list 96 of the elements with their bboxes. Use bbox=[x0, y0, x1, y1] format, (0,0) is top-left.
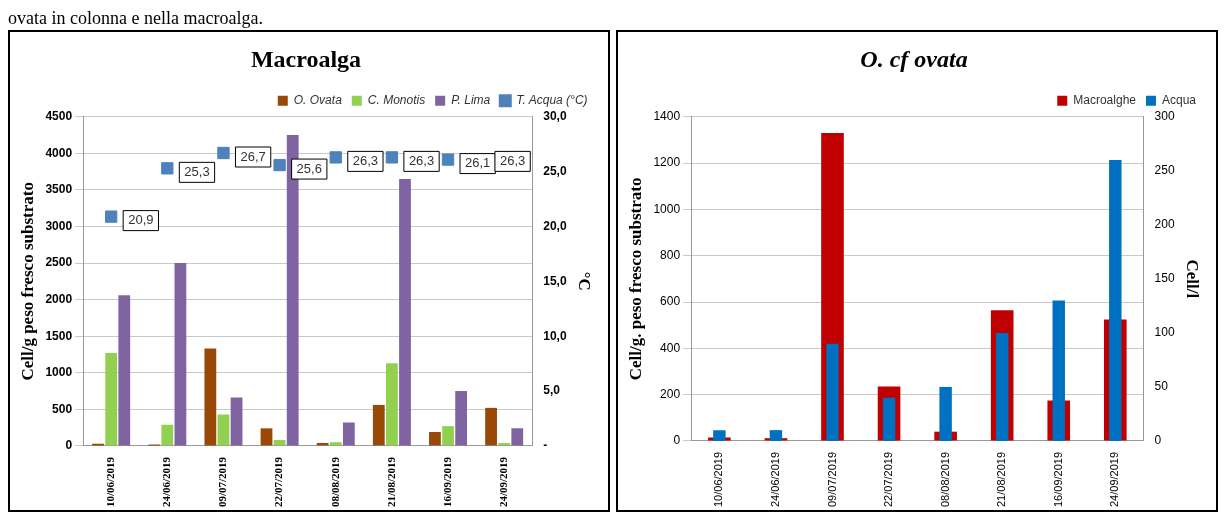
bar bbox=[174, 263, 187, 446]
data-label: 25,3 bbox=[184, 163, 210, 179]
bar bbox=[105, 353, 118, 446]
y-tick-label: 2500 bbox=[45, 255, 73, 270]
x-tick-label: 09/07/2019 bbox=[825, 451, 838, 508]
y-tick-label: 600 bbox=[660, 294, 681, 309]
x-tick-label: 21/08/2019 bbox=[384, 456, 397, 508]
y-axis-title: Cell/g. peso fresco substrato bbox=[625, 177, 645, 381]
point bbox=[385, 151, 399, 164]
bar bbox=[217, 414, 230, 446]
legend-label: Acqua bbox=[1161, 93, 1197, 108]
y-tick-label: 3000 bbox=[45, 218, 73, 233]
point bbox=[217, 146, 230, 160]
data-label: 26,3 bbox=[352, 152, 379, 168]
legend-label: O. Ovata bbox=[293, 93, 343, 108]
bar bbox=[204, 348, 217, 446]
y-tick-label: 1000 bbox=[653, 201, 681, 216]
bar bbox=[230, 397, 243, 446]
y2-axis-title: °C bbox=[575, 271, 595, 291]
y-tick-label: 800 bbox=[660, 248, 681, 263]
bar bbox=[342, 422, 355, 446]
x-tick-label: 16/09/2019 bbox=[1051, 451, 1064, 508]
y2-tick-label: - bbox=[543, 438, 548, 453]
y-tick-label: 4000 bbox=[45, 145, 73, 160]
y2-tick-label: 100 bbox=[1154, 325, 1175, 340]
y2-tick-label: 20,0 bbox=[543, 218, 567, 233]
point bbox=[441, 153, 455, 166]
x-tick-label: 09/07/2019 bbox=[216, 456, 229, 508]
text: ovata in colonna e nella macroalga. bbox=[8, 8, 264, 30]
bar bbox=[118, 295, 131, 446]
bar bbox=[485, 407, 497, 446]
y2-tick-label: 5,0 bbox=[543, 383, 561, 398]
data-label: 26,1 bbox=[465, 155, 491, 171]
y-tick-label: 2000 bbox=[45, 291, 73, 306]
y-tick-label: 0 bbox=[673, 433, 681, 448]
bar bbox=[286, 135, 299, 446]
x-tick-label: 24/06/2019 bbox=[160, 456, 173, 508]
data-label: 26,3 bbox=[499, 152, 526, 168]
y-tick-label: 500 bbox=[52, 401, 73, 416]
data-label: 26,3 bbox=[408, 152, 435, 168]
legend-label: Macroalghe bbox=[1073, 93, 1137, 108]
y-tick-label: 0 bbox=[65, 438, 73, 453]
chart-title: O. cf ovata bbox=[860, 45, 968, 72]
data-label: 25,6 bbox=[296, 160, 322, 176]
y2-tick-label: 25,0 bbox=[543, 163, 567, 178]
y2-tick-label: 30,0 bbox=[543, 109, 567, 124]
data-label: 26,7 bbox=[240, 148, 266, 164]
y2-tick-label: 300 bbox=[1154, 109, 1175, 124]
y2-axis-title: Cell/l bbox=[1183, 259, 1203, 299]
point bbox=[329, 151, 342, 164]
x-tick-label: 22/07/2019 bbox=[272, 456, 285, 508]
bar bbox=[161, 424, 174, 446]
bar bbox=[372, 404, 385, 446]
bar bbox=[455, 391, 468, 446]
bar bbox=[511, 428, 524, 446]
bar bbox=[385, 363, 398, 446]
legend-label: C. Monotis bbox=[367, 93, 426, 108]
point bbox=[161, 162, 174, 175]
y2-tick-label: 50 bbox=[1154, 379, 1169, 394]
y-tick-label: 1200 bbox=[653, 155, 681, 170]
y2-tick-label: 150 bbox=[1154, 271, 1175, 286]
y2-tick-label: 200 bbox=[1154, 217, 1175, 232]
y-tick-label: 200 bbox=[660, 386, 681, 401]
x-tick-label: 10/06/2019 bbox=[712, 451, 725, 508]
data-label: 20,9 bbox=[128, 212, 154, 228]
y2-tick-label: 10,0 bbox=[543, 328, 567, 343]
y2-tick-label: 250 bbox=[1154, 163, 1175, 178]
y-axis-title: Cell/g peso fresco substrato bbox=[17, 182, 37, 381]
point bbox=[105, 210, 118, 223]
y-tick-label: 4500 bbox=[45, 109, 73, 124]
x-tick-label: 22/07/2019 bbox=[882, 451, 895, 508]
y-tick-label: 400 bbox=[660, 340, 681, 355]
chart-title: Macroalga bbox=[250, 45, 362, 72]
x-tick-label: 08/08/2019 bbox=[328, 456, 341, 508]
y-tick-label: 1400 bbox=[653, 109, 681, 124]
x-tick-label: 24/09/2019 bbox=[497, 456, 510, 508]
bar bbox=[442, 426, 454, 446]
y-tick-label: 1500 bbox=[45, 328, 73, 343]
bar bbox=[399, 178, 411, 446]
point bbox=[273, 158, 286, 172]
bar bbox=[429, 431, 441, 446]
x-tick-label: 08/08/2019 bbox=[938, 451, 951, 508]
x-tick-label: 24/09/2019 bbox=[1108, 451, 1121, 508]
y-tick-label: 1000 bbox=[45, 365, 73, 380]
legend-label: T. Acqua (°C) bbox=[516, 93, 588, 108]
y2-tick-label: 15,0 bbox=[543, 273, 567, 288]
bar bbox=[260, 428, 273, 446]
bar bbox=[329, 442, 342, 446]
y-tick-label: 3500 bbox=[45, 182, 73, 197]
x-tick-label: 24/06/2019 bbox=[768, 451, 781, 508]
x-tick-label: 10/06/2019 bbox=[104, 456, 117, 508]
x-tick-label: 21/08/2019 bbox=[995, 451, 1008, 508]
y2-tick-label: 0 bbox=[1154, 433, 1162, 448]
bar bbox=[826, 343, 839, 441]
x-tick-label: 16/09/2019 bbox=[440, 456, 453, 508]
legend-label: P. Lima bbox=[451, 93, 491, 108]
